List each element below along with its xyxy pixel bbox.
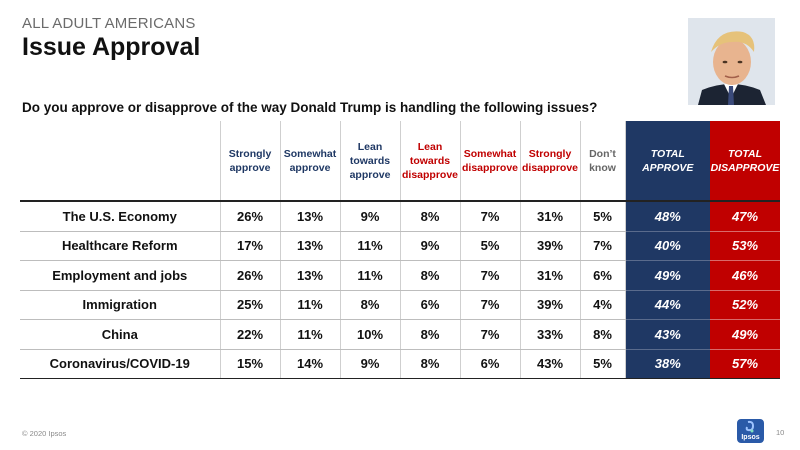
value-cell: 17%: [220, 231, 281, 261]
table-row: China 22% 11% 10% 8% 7% 33% 8% 43% 49%: [20, 319, 780, 350]
total-disapprove-cell: 49%: [710, 319, 780, 350]
page-number: 10: [776, 428, 785, 437]
value-cell: 11%: [340, 231, 401, 261]
value-cell: 9%: [400, 231, 461, 261]
total-disapprove-cell: 52%: [710, 290, 780, 320]
column-header-total-approve: TOTAL APPROVE: [625, 121, 710, 202]
approval-table: Strongly approve Somewhat approve Lean t…: [20, 121, 780, 379]
issue-label: Employment and jobs: [20, 260, 221, 291]
column-header: Somewhat disapprove: [460, 121, 521, 202]
value-cell: 4%: [580, 290, 626, 320]
value-cell: 25%: [220, 290, 281, 320]
column-header: Strongly disapprove: [520, 121, 581, 202]
value-cell: 31%: [520, 201, 581, 232]
value-cell: 8%: [400, 201, 461, 232]
value-cell: 8%: [400, 260, 461, 291]
column-header-total-disapprove: TOTAL DISAPPROVE: [710, 121, 780, 202]
value-cell: 43%: [520, 349, 581, 379]
total-disapprove-cell: 53%: [710, 231, 780, 261]
value-cell: 5%: [580, 201, 626, 232]
total-approve-cell: 43%: [625, 319, 710, 350]
column-header: Strongly approve: [220, 121, 281, 202]
value-cell: 22%: [220, 319, 281, 350]
issue-label: The U.S. Economy: [20, 201, 221, 232]
value-cell: 7%: [580, 231, 626, 261]
value-cell: 11%: [280, 290, 341, 320]
table-row: Employment and jobs 26% 13% 11% 8% 7% 31…: [20, 260, 780, 291]
column-header: Somewhat approve: [280, 121, 341, 202]
total-disapprove-cell: 57%: [710, 349, 780, 379]
value-cell: 10%: [340, 319, 401, 350]
value-cell: 7%: [460, 319, 521, 350]
value-cell: 33%: [520, 319, 581, 350]
table-header-row: Strongly approve Somewhat approve Lean t…: [20, 121, 780, 202]
value-cell: 6%: [580, 260, 626, 291]
value-cell: 13%: [280, 201, 341, 232]
value-cell: 15%: [220, 349, 281, 379]
total-approve-cell: 48%: [625, 201, 710, 232]
survey-question: Do you approve or disapprove of the way …: [22, 100, 598, 115]
value-cell: 13%: [280, 231, 341, 261]
value-cell: 8%: [340, 290, 401, 320]
ipsos-logo: Ipsos: [737, 419, 764, 443]
table-row: The U.S. Economy 26% 13% 9% 8% 7% 31% 5%…: [20, 201, 780, 232]
total-approve-cell: 38%: [625, 349, 710, 379]
copyright-notice: © 2020 Ipsos: [22, 429, 67, 438]
issue-label: Coronavirus/COVID-19: [20, 349, 221, 379]
page-title: Issue Approval: [22, 33, 201, 61]
value-cell: 5%: [580, 349, 626, 379]
total-disapprove-cell: 46%: [710, 260, 780, 291]
total-approve-cell: 49%: [625, 260, 710, 291]
value-cell: 8%: [400, 319, 461, 350]
portrait-photo: [688, 18, 775, 105]
ipsos-logo-mark-icon: [745, 420, 755, 433]
issue-label: Healthcare Reform: [20, 231, 221, 261]
column-header: Don’t know: [580, 121, 626, 202]
value-cell: 39%: [520, 231, 581, 261]
total-disapprove-cell: 47%: [710, 201, 780, 232]
section-eyebrow: ALL ADULT AMERICANS: [22, 15, 196, 32]
value-cell: 6%: [400, 290, 461, 320]
table-row: Coronavirus/COVID-19 15% 14% 9% 8% 6% 43…: [20, 349, 780, 379]
table-row: Immigration 25% 11% 8% 6% 7% 39% 4% 44% …: [20, 290, 780, 320]
value-cell: 11%: [280, 319, 341, 350]
total-approve-cell: 40%: [625, 231, 710, 261]
portrait-illustration: [688, 18, 775, 105]
value-cell: 7%: [460, 260, 521, 291]
value-cell: 31%: [520, 260, 581, 291]
value-cell: 39%: [520, 290, 581, 320]
value-cell: 7%: [460, 201, 521, 232]
issue-label: China: [20, 319, 221, 350]
value-cell: 26%: [220, 201, 281, 232]
table-body: The U.S. Economy 26% 13% 9% 8% 7% 31% 5%…: [20, 201, 780, 379]
logo-text: Ipsos: [741, 434, 760, 441]
header-blank-cell: [20, 121, 221, 202]
value-cell: 26%: [220, 260, 281, 291]
column-header: Lean towards approve: [340, 121, 401, 202]
value-cell: 13%: [280, 260, 341, 291]
issue-label: Immigration: [20, 290, 221, 320]
total-approve-cell: 44%: [625, 290, 710, 320]
value-cell: 5%: [460, 231, 521, 261]
column-header: Lean towards disapprove: [400, 121, 461, 202]
value-cell: 8%: [400, 349, 461, 379]
value-cell: 8%: [580, 319, 626, 350]
value-cell: 6%: [460, 349, 521, 379]
value-cell: 11%: [340, 260, 401, 291]
value-cell: 9%: [340, 349, 401, 379]
value-cell: 14%: [280, 349, 341, 379]
value-cell: 9%: [340, 201, 401, 232]
table-row: Healthcare Reform 17% 13% 11% 9% 5% 39% …: [20, 231, 780, 261]
value-cell: 7%: [460, 290, 521, 320]
